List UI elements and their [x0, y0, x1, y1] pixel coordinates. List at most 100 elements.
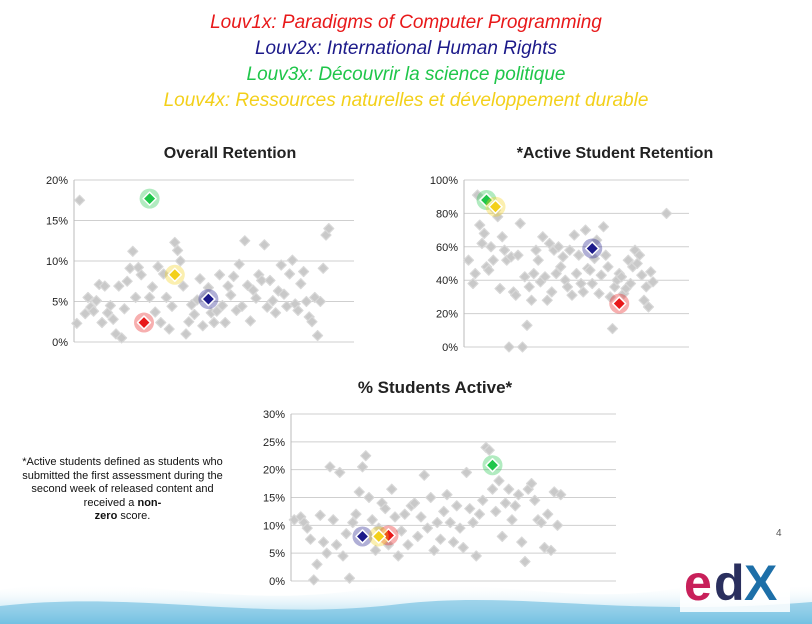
other-course-point [496, 231, 508, 243]
other-course-point [588, 252, 601, 265]
other-course-point [512, 249, 524, 261]
other-course-point [622, 254, 634, 266]
other-course-point [233, 258, 245, 270]
y-tick-label: 15% [263, 493, 285, 505]
other-course-point [477, 494, 489, 506]
other-course-point [523, 281, 535, 293]
other-course-point [121, 275, 133, 287]
other-course-point [470, 550, 482, 562]
other-course-point [340, 528, 352, 540]
louv4x-point [371, 529, 386, 544]
legend-louv1x: Louv1x: Paradigms of Computer Programmin… [210, 12, 602, 33]
other-course-point [421, 522, 434, 534]
other-course-point [177, 280, 189, 292]
other-course-point [555, 489, 567, 501]
legend-louv3x: Louv3x: Découvrir la science politique [246, 64, 566, 85]
active-student-retention-chart: 100% 80% 60% 40% 20% 0% [430, 175, 689, 354]
other-course-point [564, 244, 576, 256]
other-course-point [99, 280, 111, 292]
other-course-point [166, 300, 178, 312]
y-tick-label: 30% [263, 409, 285, 421]
louv3x-point [479, 192, 494, 208]
other-course-point [519, 555, 531, 568]
other-course-point [250, 292, 262, 304]
other-course-point [566, 289, 578, 301]
other-course-point [312, 329, 324, 342]
other-course-point [129, 291, 142, 304]
other-course-point [183, 316, 195, 328]
other-course-point [428, 544, 440, 556]
other-course-point [418, 469, 430, 481]
y-tick-label: 15% [46, 216, 68, 228]
other-course-point [606, 323, 619, 335]
other-course-point [438, 505, 450, 518]
louv3x-point [142, 191, 157, 206]
other-course-point [473, 508, 486, 520]
other-course-point [174, 255, 186, 267]
other-course-point [568, 229, 580, 241]
other-course-point [135, 269, 147, 281]
other-course-point [595, 269, 607, 281]
other-course-point [557, 251, 569, 263]
other-course-point [555, 261, 567, 273]
other-course-point [631, 257, 643, 270]
y-tick-label: 0% [269, 576, 285, 588]
other-course-point [546, 286, 558, 298]
other-course-point [431, 516, 443, 529]
y-tick-label: 5% [52, 297, 68, 309]
other-course-point [350, 508, 362, 520]
other-course-point [118, 303, 131, 315]
other-course-point [146, 281, 159, 293]
active-retention-title: *Active Student Retention [516, 145, 714, 162]
other-course-point [490, 505, 502, 518]
louv1x-point [136, 315, 152, 330]
legend-louv4x: Louv4x: Ressources naturelles et dévelop… [163, 90, 649, 111]
other-course-point [624, 277, 637, 290]
other-course-point [306, 316, 318, 328]
other-course-point [267, 295, 279, 307]
louv3x-point [485, 457, 500, 473]
other-course-point [425, 491, 437, 504]
other-course-point [408, 497, 421, 509]
other-course-point [551, 519, 564, 531]
other-course-point [188, 308, 200, 321]
other-course-point [366, 514, 378, 526]
other-course-point [208, 316, 220, 329]
other-course-point [469, 267, 481, 280]
other-course-point [521, 319, 533, 331]
other-course-point [113, 280, 125, 292]
other-course-point [236, 300, 248, 312]
other-course-point [483, 444, 495, 456]
other-course-point [334, 466, 346, 479]
other-course-point [155, 316, 167, 329]
other-course-point [503, 483, 515, 495]
other-course-point [219, 316, 231, 329]
other-course-point [256, 274, 268, 287]
decorative-wave-band [0, 583, 812, 624]
other-course-point [323, 222, 335, 235]
other-course-point [211, 305, 223, 317]
other-course-point [483, 264, 495, 276]
other-course-point [645, 266, 657, 278]
other-course-point [214, 269, 226, 281]
other-course-point [460, 466, 473, 479]
other-course-point [264, 274, 276, 287]
overall-retention-title: Overall Retention [163, 145, 297, 162]
y-tick-label: 10% [263, 520, 285, 532]
other-course-point [330, 539, 343, 551]
other-course-point [545, 544, 557, 556]
other-course-point [169, 236, 181, 248]
other-course-point [512, 489, 525, 501]
other-course-point [467, 277, 479, 290]
other-course-point [615, 271, 628, 283]
other-course-point [172, 244, 184, 257]
other-course-point [324, 461, 336, 473]
other-course-point [514, 217, 526, 230]
other-course-point [258, 239, 270, 251]
other-course-point [360, 450, 372, 462]
other-course-point [73, 194, 86, 206]
other-course-point [537, 231, 549, 243]
y-tick-label: 20% [436, 309, 458, 321]
svg-text:e: e [684, 555, 712, 611]
edx-logo: e d X [680, 548, 790, 612]
